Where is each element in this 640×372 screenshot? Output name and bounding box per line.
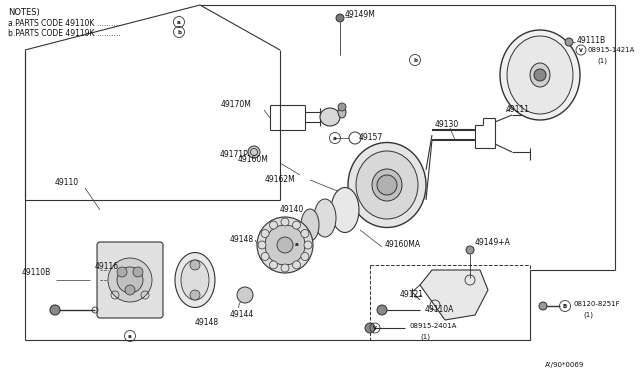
Text: a: a (128, 334, 132, 339)
Ellipse shape (500, 30, 580, 120)
Circle shape (292, 221, 301, 229)
Circle shape (565, 38, 573, 46)
Text: 49171P: 49171P (220, 150, 249, 159)
Circle shape (365, 323, 375, 333)
Text: 49148: 49148 (195, 318, 219, 327)
Circle shape (258, 241, 266, 249)
Text: 49130: 49130 (435, 120, 460, 129)
Ellipse shape (530, 63, 550, 87)
Circle shape (301, 253, 309, 260)
Circle shape (133, 267, 143, 277)
Circle shape (466, 246, 474, 254)
Text: 49162M: 49162M (265, 175, 296, 184)
Circle shape (257, 217, 313, 273)
Circle shape (190, 260, 200, 270)
Circle shape (125, 285, 135, 295)
Circle shape (304, 241, 312, 249)
Text: 08915-1421A: 08915-1421A (587, 47, 634, 53)
Text: (1): (1) (583, 311, 593, 317)
Circle shape (281, 264, 289, 272)
Circle shape (534, 69, 546, 81)
Circle shape (269, 261, 278, 269)
Text: 49121: 49121 (400, 290, 424, 299)
Text: a: a (295, 243, 299, 247)
Text: b: b (413, 58, 417, 62)
Text: B: B (563, 304, 567, 308)
Text: V: V (373, 326, 377, 330)
Ellipse shape (338, 106, 346, 118)
Circle shape (117, 267, 127, 277)
Text: 49149+A: 49149+A (475, 238, 511, 247)
Circle shape (277, 237, 293, 253)
Circle shape (281, 218, 289, 226)
FancyBboxPatch shape (97, 242, 163, 318)
Text: 49160M: 49160M (238, 155, 269, 164)
Ellipse shape (320, 108, 340, 126)
Circle shape (108, 258, 152, 302)
Text: 49111: 49111 (506, 105, 530, 114)
Ellipse shape (175, 253, 215, 308)
Circle shape (117, 267, 143, 293)
Polygon shape (420, 270, 488, 320)
Circle shape (50, 305, 60, 315)
Ellipse shape (314, 199, 336, 237)
Circle shape (539, 302, 547, 310)
Ellipse shape (181, 260, 209, 300)
Circle shape (269, 221, 278, 229)
Text: 49111B: 49111B (577, 36, 606, 45)
Ellipse shape (372, 169, 402, 201)
Circle shape (265, 225, 305, 265)
Ellipse shape (348, 142, 426, 228)
Circle shape (301, 230, 309, 237)
Text: 49140: 49140 (280, 205, 304, 214)
Circle shape (248, 146, 260, 158)
Text: 49144: 49144 (230, 310, 254, 319)
Circle shape (190, 290, 200, 300)
Text: 49157: 49157 (359, 133, 383, 142)
Circle shape (261, 230, 269, 237)
Circle shape (289, 237, 305, 253)
Text: 49110: 49110 (55, 178, 79, 187)
Text: (1): (1) (597, 57, 607, 64)
Circle shape (338, 103, 346, 111)
Text: 49148: 49148 (230, 235, 254, 244)
Ellipse shape (331, 187, 359, 232)
Text: A'/90*0069: A'/90*0069 (545, 362, 584, 368)
Text: a: a (177, 19, 181, 25)
Text: a: a (333, 135, 337, 141)
Text: b.PARTS CODE 49119K ..........: b.PARTS CODE 49119K .......... (8, 29, 120, 38)
Text: 49160MA: 49160MA (385, 240, 421, 249)
Text: b: b (177, 29, 181, 35)
Text: 08120-8251F: 08120-8251F (573, 301, 620, 307)
Circle shape (377, 175, 397, 195)
Text: 49110A: 49110A (425, 305, 454, 314)
Circle shape (261, 253, 269, 260)
Circle shape (237, 287, 253, 303)
Ellipse shape (356, 151, 418, 219)
Text: 49149M: 49149M (345, 10, 376, 19)
Circle shape (292, 261, 301, 269)
Text: a.PARTS CODE 49110K ..........: a.PARTS CODE 49110K .......... (8, 19, 120, 28)
Ellipse shape (507, 36, 573, 114)
Text: 08915-2401A: 08915-2401A (410, 323, 458, 329)
Text: (1): (1) (420, 333, 430, 340)
Text: 49110B: 49110B (22, 268, 51, 277)
Text: NOTES): NOTES) (8, 8, 40, 17)
Ellipse shape (301, 209, 319, 241)
Circle shape (336, 14, 344, 22)
Text: 49116: 49116 (95, 262, 119, 271)
Text: V: V (579, 48, 583, 52)
Circle shape (377, 305, 387, 315)
Text: 49170M: 49170M (221, 100, 252, 109)
